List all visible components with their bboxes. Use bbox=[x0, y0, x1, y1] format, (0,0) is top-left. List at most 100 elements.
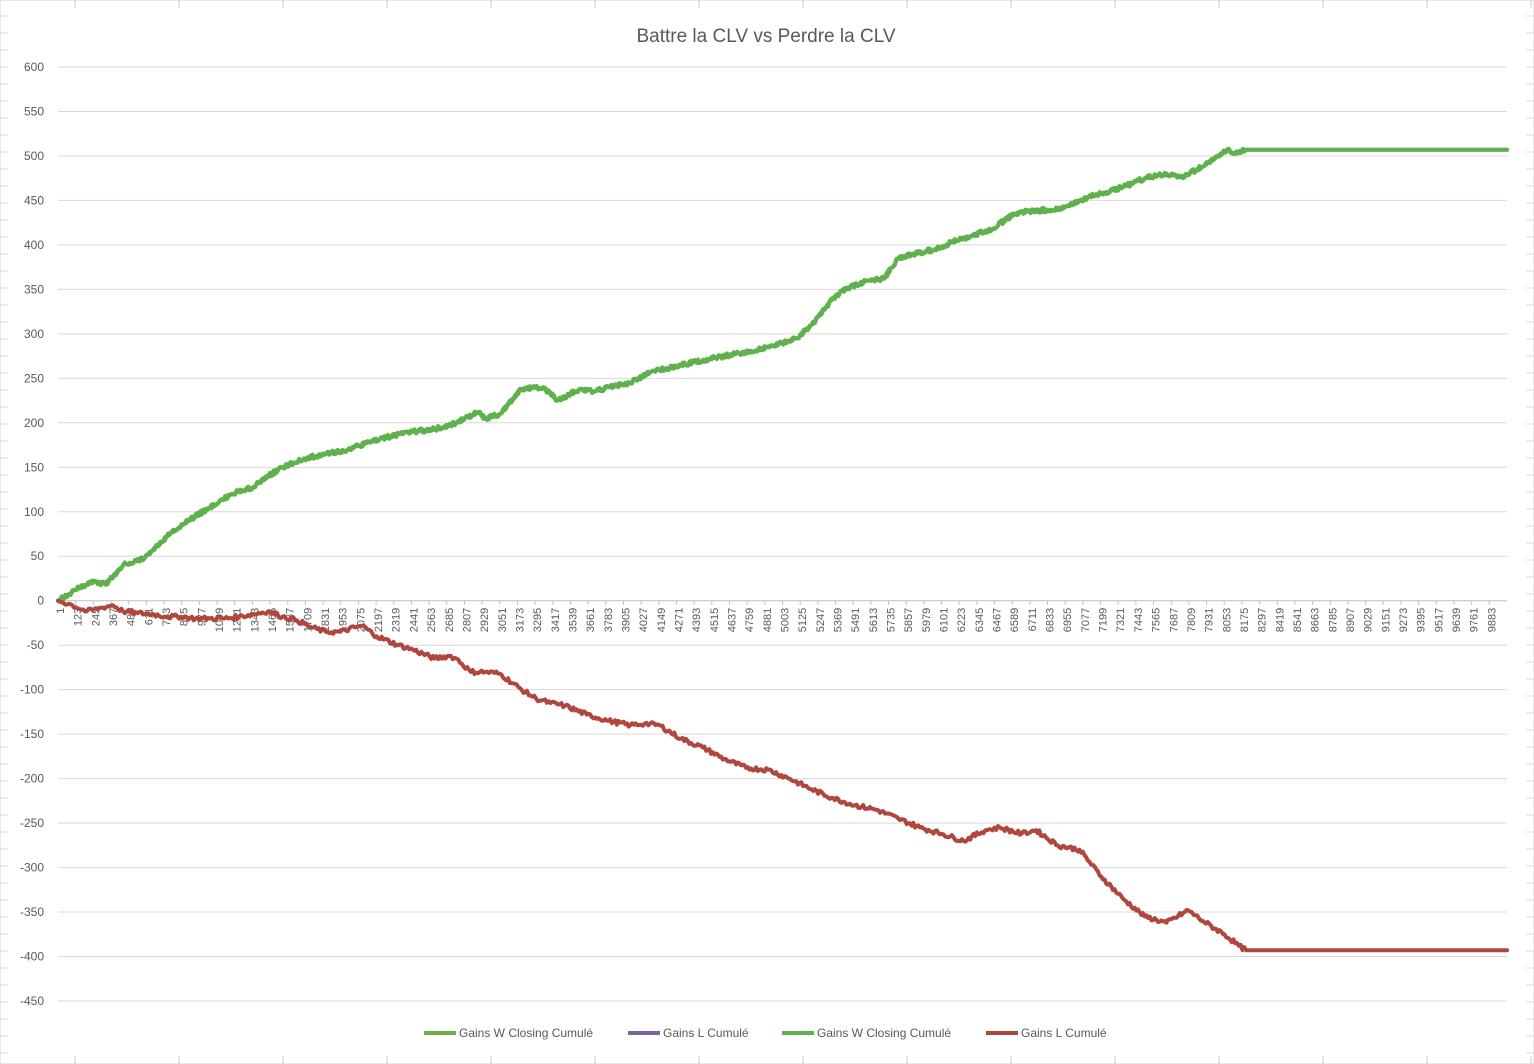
x-tick-label: 2441 bbox=[408, 608, 420, 632]
x-tick-label: 1 bbox=[55, 608, 67, 614]
x-tick-label: 8297 bbox=[1257, 608, 1269, 632]
x-tick-label: 5979 bbox=[921, 608, 933, 632]
y-tick-label: 550 bbox=[24, 104, 44, 118]
y-tick-label: -300 bbox=[20, 861, 44, 875]
x-tick-label: 7687 bbox=[1168, 608, 1180, 632]
x-tick-label: 8541 bbox=[1292, 608, 1304, 632]
x-tick-label: 6467 bbox=[992, 608, 1004, 632]
x-tick-label: 8419 bbox=[1274, 608, 1286, 632]
x-tick-label: 7077 bbox=[1080, 608, 1092, 632]
x-tick-label: 5735 bbox=[886, 608, 898, 632]
x-tick-label: 6711 bbox=[1027, 608, 1039, 632]
x-tick-label: 2929 bbox=[479, 608, 491, 632]
y-tick-label: 450 bbox=[24, 193, 44, 207]
x-tick-label: 6955 bbox=[1062, 608, 1074, 632]
x-tick-label: 7809 bbox=[1186, 608, 1198, 632]
x-tick-label: 367 bbox=[108, 608, 120, 626]
legend-label: Gains L Cumulé bbox=[663, 1026, 749, 1040]
x-tick-label: 3051 bbox=[497, 608, 509, 632]
series-lines bbox=[56, 146, 1509, 953]
x-tick-label: 1953 bbox=[338, 608, 350, 632]
y-tick-label: 50 bbox=[31, 549, 45, 563]
x-tick-label: 1099 bbox=[214, 608, 226, 632]
x-tick-label: 2319 bbox=[391, 608, 403, 632]
x-tick-label: 8175 bbox=[1239, 608, 1251, 632]
y-tick-label: -150 bbox=[20, 727, 44, 741]
x-tick-label: 6223 bbox=[956, 608, 968, 632]
x-tick-label: 245 bbox=[90, 608, 102, 626]
x-tick-label: 5003 bbox=[780, 608, 792, 632]
x-tick-label: 5369 bbox=[833, 608, 845, 632]
x-tick-label: 9151 bbox=[1380, 608, 1392, 632]
x-tick-label: 4759 bbox=[744, 608, 756, 632]
x-tick-label: 1831 bbox=[320, 608, 332, 632]
x-tick-label: 8785 bbox=[1327, 608, 1339, 632]
x-tick-label: 8663 bbox=[1310, 608, 1322, 632]
x-tick-label: 5613 bbox=[868, 608, 880, 632]
y-tick-label: -50 bbox=[27, 638, 45, 652]
x-tick-label: 123 bbox=[73, 608, 85, 626]
x-tick-label: 4637 bbox=[726, 608, 738, 632]
y-tick-label: -450 bbox=[20, 994, 44, 1008]
x-tick-label: 4027 bbox=[638, 608, 650, 632]
x-tick-label: 7565 bbox=[1151, 608, 1163, 632]
x-tick-label: 5247 bbox=[815, 608, 827, 632]
x-tick-label: 3173 bbox=[514, 608, 526, 632]
series-line-3 bbox=[56, 598, 1509, 953]
x-tick-label: 3417 bbox=[550, 608, 562, 632]
y-gridlines bbox=[58, 66, 1507, 1002]
x-tick-label: 3783 bbox=[603, 608, 615, 632]
y-tick-label: 500 bbox=[24, 149, 44, 163]
x-tick-label: 7199 bbox=[1098, 608, 1110, 632]
x-tick-label: 4393 bbox=[691, 608, 703, 632]
x-tick-label: 6589 bbox=[1009, 608, 1021, 632]
x-tick-label: 4149 bbox=[656, 608, 668, 632]
x-tick-label: 7321 bbox=[1115, 608, 1127, 632]
y-tick-label: -200 bbox=[20, 772, 44, 786]
x-tick-label: 5491 bbox=[850, 608, 862, 632]
y-tick-label: 400 bbox=[24, 238, 44, 252]
x-tick-label: 9395 bbox=[1416, 608, 1428, 632]
x-tick-label: 8053 bbox=[1221, 608, 1233, 632]
x-tick-label: 9883 bbox=[1486, 608, 1498, 632]
x-tick-label: 9029 bbox=[1363, 608, 1375, 632]
legend-label: Gains L Cumulé bbox=[1021, 1026, 1107, 1040]
x-tick-label: 6833 bbox=[1045, 608, 1057, 632]
x-tick-label: 7931 bbox=[1204, 608, 1216, 632]
y-tick-label: 0 bbox=[37, 594, 44, 608]
y-tick-label: -250 bbox=[20, 816, 44, 830]
x-tick-label: 5857 bbox=[903, 608, 915, 632]
y-tick-label: -100 bbox=[20, 683, 44, 697]
x-tick-label: 4271 bbox=[673, 608, 685, 632]
legend-label: Gains W Closing Cumulé bbox=[459, 1026, 593, 1040]
y-tick-label: 350 bbox=[24, 282, 44, 296]
x-tick-label: 2563 bbox=[426, 608, 438, 632]
x-tick-label: 2197 bbox=[373, 608, 385, 632]
x-tick-label: 3539 bbox=[567, 608, 579, 632]
x-tick-label: 7443 bbox=[1133, 608, 1145, 632]
y-tick-label: 250 bbox=[24, 371, 44, 385]
y-tick-label: 200 bbox=[24, 416, 44, 430]
x-tick-label: 3661 bbox=[585, 608, 597, 632]
y-tick-label: 100 bbox=[24, 505, 44, 519]
y-tick-label: -350 bbox=[20, 905, 44, 919]
x-tick-label: 9639 bbox=[1451, 608, 1463, 632]
x-tick-label: 4881 bbox=[762, 608, 774, 632]
x-tick-label: 2807 bbox=[461, 608, 473, 632]
y-tick-label: 300 bbox=[24, 327, 44, 341]
x-axis-ticks: 1 123 245 367 489 611 733 855 977 1099 1221 1343 146… bbox=[55, 600, 1498, 632]
x-tick-label: 9517 bbox=[1433, 608, 1445, 632]
chart-title: Battre la CLV vs Perdre la CLV bbox=[636, 26, 895, 47]
x-tick-label: 6345 bbox=[974, 608, 986, 632]
series-line-2 bbox=[56, 146, 1509, 604]
x-tick-label: 3295 bbox=[532, 608, 544, 632]
x-tick-label: 8907 bbox=[1345, 608, 1357, 632]
y-tick-label: -400 bbox=[20, 950, 44, 964]
x-tick-label: 9273 bbox=[1398, 608, 1410, 632]
x-tick-label: 2685 bbox=[444, 608, 456, 632]
legend: Gains W Closing Cumulé Gains L Cumulé Gain… bbox=[424, 1026, 1107, 1040]
x-tick-label: 5125 bbox=[797, 608, 809, 632]
